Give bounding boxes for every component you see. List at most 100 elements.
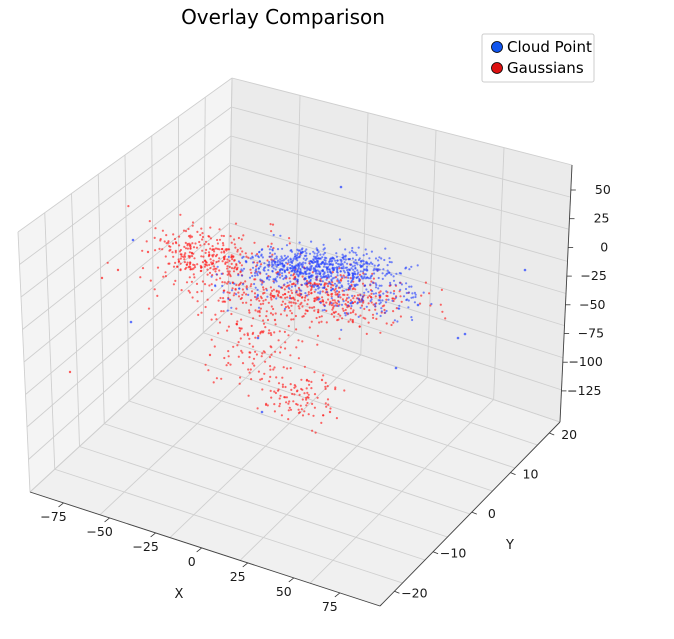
cloud-point (363, 291, 366, 294)
gaussian-point (256, 261, 259, 264)
gaussian-point (313, 309, 316, 312)
gaussian-point (178, 260, 181, 263)
gaussian-point (301, 414, 305, 417)
gaussian-point (210, 338, 213, 341)
gaussian-point (266, 318, 270, 322)
gaussian-point (269, 292, 272, 295)
gaussian-point (204, 251, 207, 254)
cloud-point (399, 272, 403, 275)
cloud-point (340, 275, 343, 278)
gaussian-point (248, 342, 251, 345)
gaussian-point (233, 292, 236, 295)
gaussian-point (237, 295, 241, 298)
cloud-point (322, 273, 325, 276)
cloud-point (327, 276, 330, 279)
cloud-point (343, 289, 346, 292)
cloud-point (398, 307, 401, 310)
gaussian-point (210, 283, 213, 286)
gaussian-point (236, 320, 239, 323)
cloud-point (341, 256, 345, 259)
cloud-point (367, 277, 370, 280)
cloud-point (380, 257, 383, 260)
cloud-point (350, 302, 353, 305)
gaussian-point (286, 296, 289, 299)
back-gridline-z (229, 193, 567, 294)
gaussian-point (201, 280, 204, 283)
gaussian-point (279, 313, 283, 316)
gaussian-point (193, 264, 196, 267)
cloud-point (257, 267, 260, 270)
x-tick-label: 50 (276, 584, 292, 599)
gaussian-point (345, 299, 348, 302)
gaussian-point (325, 288, 328, 291)
cloud-point (268, 260, 271, 264)
gaussian-point (270, 353, 273, 356)
cloud-point (293, 269, 296, 272)
gaussian-point (371, 272, 374, 275)
cloud-point (353, 285, 356, 288)
cloud-point (263, 267, 266, 270)
cloud-point (396, 320, 399, 323)
gaussian-point (227, 361, 230, 365)
gaussian-point (379, 331, 382, 334)
cloud-point (371, 262, 374, 266)
gaussian-point (274, 391, 277, 395)
cloud-point (287, 261, 290, 264)
gaussian-point (212, 259, 215, 262)
gaussian-point (343, 293, 346, 296)
legend-label-gaussians: Gaussians (507, 59, 584, 77)
gaussian-point (269, 365, 272, 368)
cloud-point (312, 255, 316, 258)
gaussian-point (174, 251, 177, 254)
gaussian-point (336, 292, 339, 295)
gaussian-point (218, 321, 222, 324)
gaussian-point (321, 296, 324, 299)
gaussian-point (178, 244, 181, 247)
cloud-point (306, 294, 309, 297)
gaussian-point (165, 242, 168, 245)
gaussian-point (202, 255, 205, 258)
gaussian-point (332, 284, 335, 287)
cloud-point (353, 264, 356, 267)
gaussian-point (359, 314, 362, 317)
cloud-point (366, 261, 369, 264)
cloud-point (281, 274, 284, 277)
cloud-point (279, 258, 282, 261)
gaussian-point (264, 360, 267, 363)
cloud-point (375, 283, 378, 287)
cloud-point (265, 289, 268, 292)
cloud-point (274, 277, 277, 280)
floor-gridline-x (104, 423, 448, 538)
gaussian-point (236, 344, 239, 347)
cloud-point (318, 273, 322, 276)
cloud-point (388, 260, 391, 264)
gaussian-point (336, 302, 339, 305)
cloud-point (335, 285, 338, 288)
cloud-point (358, 277, 361, 280)
gaussian-point (254, 309, 257, 312)
cloud-point (413, 301, 416, 304)
gaussian-point (305, 387, 308, 390)
gaussian-point (330, 286, 333, 289)
cloud-point (318, 270, 321, 273)
cloud-point (411, 318, 414, 322)
gaussian-point (288, 406, 291, 409)
gaussian-point (232, 255, 235, 258)
gaussian-point (200, 266, 203, 269)
gaussian-point (221, 247, 224, 251)
gaussian-point (215, 278, 218, 281)
scatter-points (68, 185, 527, 434)
gaussian-point (234, 246, 237, 249)
gaussian-point (256, 407, 259, 410)
gaussian-point (172, 283, 175, 286)
gaussian-point (292, 301, 295, 304)
gaussian-point (235, 307, 238, 310)
cloud-point (399, 288, 402, 291)
cloud-point (283, 258, 286, 261)
gaussian-point (309, 289, 312, 292)
gaussian-point (317, 308, 320, 311)
cloud-point (347, 304, 350, 307)
cloud-point (298, 273, 301, 276)
gaussian-point (324, 402, 327, 405)
y-tick-label: 10 (523, 467, 539, 482)
